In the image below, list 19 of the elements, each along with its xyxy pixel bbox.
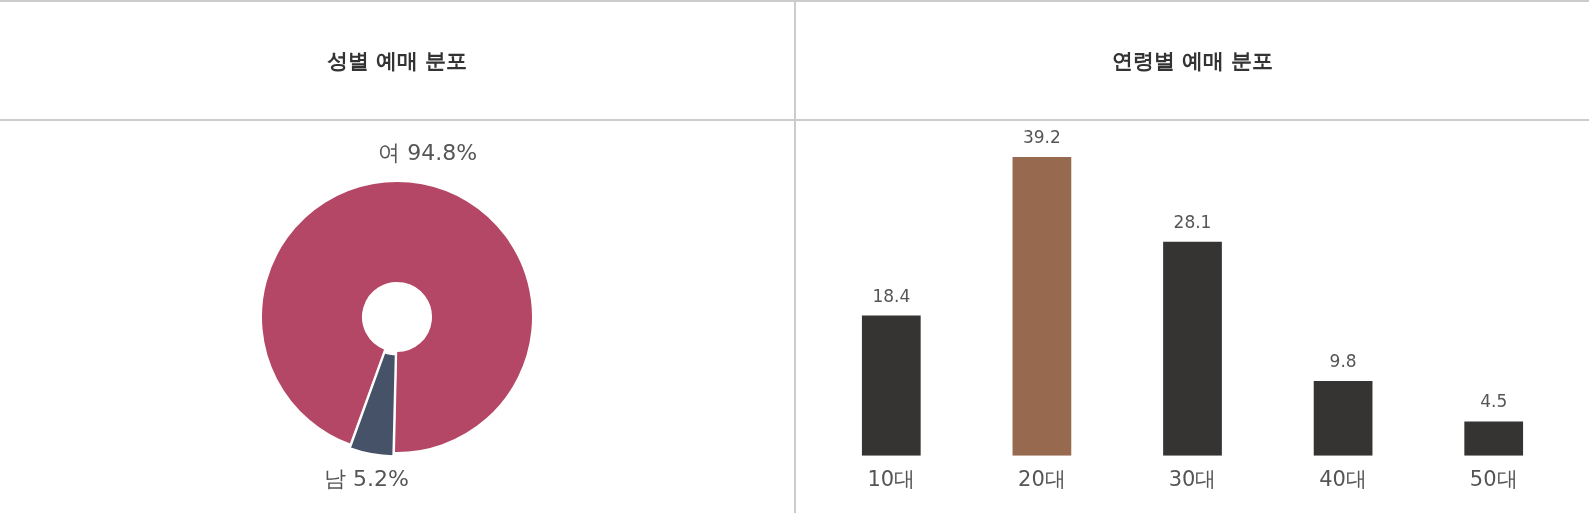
data-label: 28.1	[1173, 211, 1212, 232]
chart-title: 연령별 예매 분포	[796, 2, 1589, 121]
x-tick-label: 40대	[1319, 466, 1367, 491]
slice-label: 여 94.8%	[378, 139, 478, 165]
bar	[1163, 241, 1222, 456]
data-label: 9.8	[1329, 351, 1357, 372]
x-tick-label: 20대	[1018, 466, 1066, 491]
x-tick-label: 10대	[867, 466, 916, 491]
bar	[1313, 381, 1373, 456]
data-label: 4.5	[1480, 391, 1508, 412]
x-tick-label: 50대	[1469, 466, 1518, 491]
bar	[861, 315, 921, 456]
x-tick-label: 30대	[1168, 466, 1217, 491]
slice-label: 남 5.2%	[323, 465, 409, 491]
data-label: 18.4	[872, 285, 911, 306]
chart-title: 성별 예매 분포	[0, 2, 794, 121]
bar	[1012, 157, 1072, 456]
bar	[1464, 421, 1524, 456]
data-label: 39.2	[1022, 127, 1061, 148]
